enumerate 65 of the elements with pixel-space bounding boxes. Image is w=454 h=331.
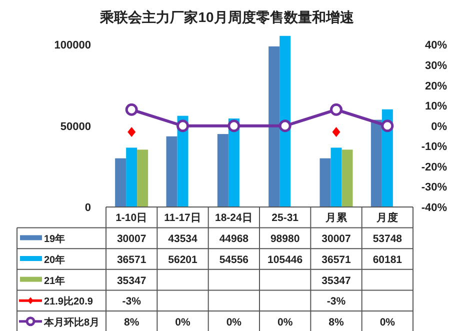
- point: [125, 103, 138, 116]
- bar: [115, 158, 126, 207]
- bar: [370, 120, 382, 207]
- legend-label: 21.9比20.9: [44, 296, 94, 308]
- bar: [166, 136, 178, 207]
- data-label: 8%: [328, 316, 344, 328]
- y2-tick-label: 40%: [424, 40, 448, 52]
- x-tick-label: 25-31: [272, 212, 299, 224]
- x-tick-label: 11-17日: [164, 212, 202, 224]
- chart-title: 乘联会主力厂家10月周度零售数量和增速: [99, 9, 355, 25]
- bar: [320, 158, 331, 207]
- data-label: 35347: [116, 274, 146, 287]
- data-label: 98980: [270, 233, 300, 246]
- data-label: 0%: [226, 316, 242, 328]
- data-label: 30007: [116, 233, 146, 246]
- data-label: 53748: [372, 233, 402, 246]
- data-label: 44968: [219, 233, 249, 246]
- legend-label: 21年: [44, 274, 66, 287]
- point: [128, 126, 136, 137]
- point: [176, 120, 189, 132]
- point: [381, 120, 394, 132]
- legend-label: 20年: [44, 254, 66, 266]
- y-tick-label: 100000: [54, 40, 91, 52]
- y-tick-label: 50000: [60, 120, 91, 133]
- y-tick-label: 0: [84, 202, 91, 214]
- y2-tick-label: -10%: [421, 141, 448, 154]
- bar: [342, 150, 353, 207]
- x-tick-label: 1-10日: [116, 212, 148, 224]
- bar: [217, 134, 228, 207]
- y2-tick-label: 0%: [431, 120, 448, 133]
- data-label: 36571: [116, 254, 146, 266]
- y2-tick-label: 10%: [424, 100, 448, 113]
- data-label: 0%: [277, 316, 294, 328]
- data-label: -3%: [122, 296, 142, 308]
- y2-tick-label: -40%: [421, 202, 448, 214]
- data-label: 35347: [322, 274, 352, 287]
- data-label: 54556: [219, 254, 249, 266]
- point: [278, 120, 292, 132]
- point: [330, 103, 342, 116]
- y2-tick-label: 30%: [424, 60, 448, 72]
- bar: [280, 36, 291, 207]
- x-tick-label: 18-24日: [214, 212, 253, 224]
- bar: [268, 46, 280, 207]
- point: [228, 120, 240, 132]
- x-tick-label: 月累: [324, 212, 348, 224]
- data-label: 0%: [380, 316, 396, 328]
- point: [332, 126, 340, 137]
- bar: [330, 148, 342, 207]
- data-label: 105446: [268, 254, 303, 266]
- x-tick-label: 月度: [375, 211, 398, 224]
- data-label: 0%: [175, 316, 191, 328]
- bar: [126, 148, 138, 207]
- data-label: 56201: [168, 254, 198, 266]
- legend-label: 19年: [44, 233, 66, 246]
- y2-tick-label: -20%: [421, 161, 448, 174]
- bar: [137, 150, 148, 207]
- legend-label: 本月环比8月: [43, 316, 100, 328]
- data-label: 43534: [168, 233, 198, 246]
- data-label: 36571: [322, 254, 352, 266]
- y2-tick-label: 20%: [424, 80, 448, 92]
- data-label: -3%: [326, 296, 346, 308]
- data-label: 8%: [124, 316, 140, 328]
- data-label: 60181: [372, 254, 402, 266]
- y2-tick-label: -30%: [421, 182, 448, 194]
- data-label: 30007: [322, 233, 352, 246]
